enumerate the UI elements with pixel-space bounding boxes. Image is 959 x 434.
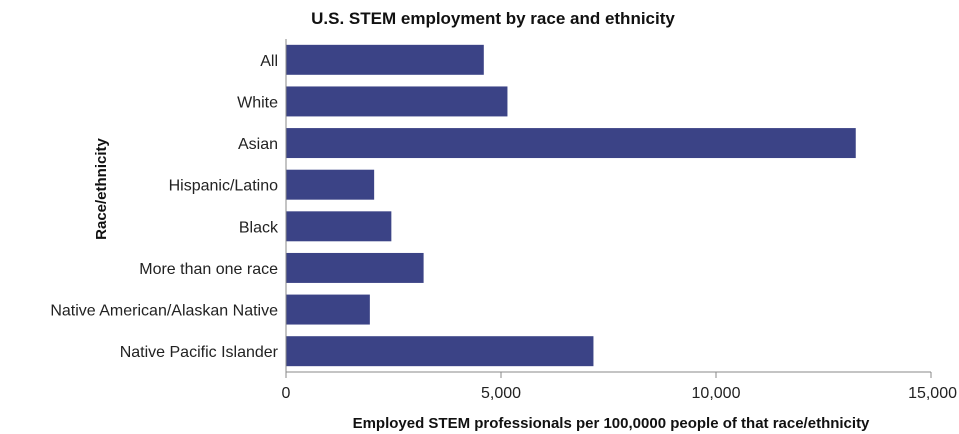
x-tick-label: 15,000: [908, 385, 957, 402]
bar: [286, 44, 484, 75]
category-label: Asian: [238, 136, 278, 153]
category-label: Native American/Alaskan Native: [50, 303, 278, 320]
bar: [286, 86, 508, 117]
bar: [286, 169, 375, 200]
category-label: Hispanic/Latino: [169, 178, 279, 195]
category-label: White: [237, 94, 278, 111]
bar: [286, 252, 424, 283]
category-labels: All White Asian Hispanic/Latino Black More th…: [50, 53, 279, 361]
bar: [286, 294, 370, 325]
x-tick-label: 10,000: [692, 385, 741, 402]
chart-title: U.S. STEM employment by race and ethnici…: [311, 9, 675, 28]
category-label: More than one race: [139, 261, 278, 278]
category-label: All: [260, 53, 278, 70]
category-label: Black: [239, 219, 279, 236]
bar: [286, 211, 392, 242]
bars-group: [286, 44, 856, 367]
bar: [286, 128, 856, 159]
x-tick-label: 5,000: [481, 385, 521, 402]
y-axis-title: Race/ethnicity: [93, 137, 110, 239]
x-axis-ticks: 0 5,000 10,000 15,000: [282, 372, 957, 402]
bar: [286, 336, 594, 367]
x-axis-title: Employed STEM professionals per 100,0000…: [353, 415, 870, 432]
category-label: Native Pacific Islander: [120, 344, 279, 361]
x-tick-label: 0: [282, 385, 291, 402]
